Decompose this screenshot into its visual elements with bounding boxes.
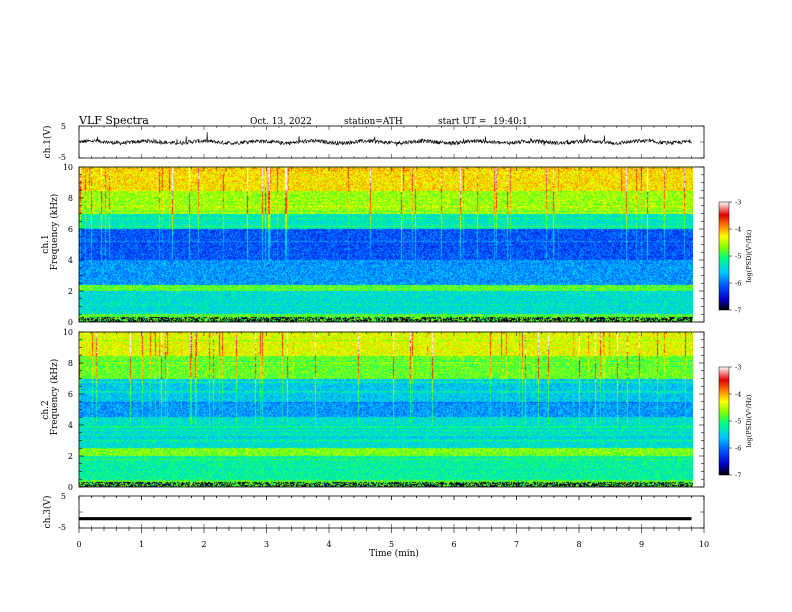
- ch1-colorbar-tick-label: -3: [735, 199, 741, 207]
- ch1-waveform-panel: 5 -5 ch.1(V): [42, 122, 705, 162]
- station-label: station=ATH: [344, 117, 403, 127]
- x-tick-label: 1: [139, 540, 144, 549]
- spec-ytick-label: 6: [68, 390, 73, 399]
- x-tick-label: 4: [326, 540, 331, 549]
- ch2-spectrogram-image: [79, 332, 693, 487]
- spec-ytick-label: 10: [63, 328, 73, 337]
- ch3-ytick-bottom: -5: [58, 523, 66, 532]
- ch2-colorbar-ramp: [718, 366, 730, 476]
- x-tick-label: 7: [514, 540, 519, 549]
- ch2-colorbar-label: log(PSD)(V²/Hz): [745, 394, 753, 447]
- spec-ytick-label: 0: [68, 483, 73, 492]
- ch3-ylabel: ch.3(V): [42, 496, 53, 529]
- x-tick-label: 10: [699, 540, 709, 549]
- x-tick-label: 3: [264, 540, 269, 549]
- x-tick-label: 6: [451, 540, 456, 549]
- ch1-spectrogram-channel-label: ch.1: [41, 234, 51, 253]
- ch1-spectrogram-ylabel: Frequency (kHz): [49, 194, 60, 271]
- spec-ytick-label: 4: [68, 421, 73, 430]
- spec-ytick-label: 4: [68, 256, 73, 265]
- time-axis: 0 1 2 3 4 5 6 7 8 9 10: [76, 496, 709, 549]
- spec-ytick-label: 8: [68, 359, 73, 368]
- ch3-waveform-ticks: [78, 495, 705, 529]
- ch2-spectrogram-ylabel: Frequency (kHz): [49, 359, 60, 436]
- ch1-ytick-top: 5: [61, 122, 66, 131]
- ch2-colorbar-tick-label: -6: [735, 445, 741, 453]
- figure-title: VLF Spectra: [78, 114, 149, 127]
- ch1-colorbar-tick-label: -5: [735, 253, 741, 261]
- ch3-waveform-frame: [78, 495, 705, 529]
- ch1-spectrogram-image: [79, 167, 693, 322]
- start-label: start UT =: [438, 117, 486, 127]
- ch2-colorbar-tick-label: -7: [735, 472, 741, 480]
- spec-ytick-label: 8: [68, 194, 73, 203]
- ch1-colorbar-label: log(PSD)(V²/Hz): [745, 229, 753, 282]
- x-tick-label: 8: [576, 540, 581, 549]
- x-tick-label: 2: [201, 540, 206, 549]
- ch1-colorbar-tick-label: -4: [735, 226, 741, 234]
- date-label: Oct. 13, 2022: [250, 117, 312, 127]
- ch2-colorbar-tick-label: -4: [735, 391, 741, 399]
- spec-ytick-label: 2: [68, 452, 73, 461]
- ch3-ytick-top: 5: [61, 492, 66, 501]
- x-tick-label: 5: [389, 540, 394, 549]
- start-time: 19:40:1: [493, 117, 528, 127]
- ch1-colorbar-tick-label: -7: [735, 307, 741, 315]
- ch1-waveform-ticks: [78, 125, 705, 159]
- ch1-ytick-bottom: -5: [58, 153, 66, 162]
- ch2-spectrogram-yticks: 0 2 4 6 8 10: [63, 328, 705, 492]
- spec-ytick-label: 2: [68, 287, 73, 296]
- x-tick-label: 0: [76, 540, 81, 549]
- ch1-spectrogram-yticks: 0 2 4 6 8 10: [63, 163, 705, 327]
- ch2-colorbar-tick-label: -3: [735, 364, 741, 372]
- x-tick-label: 9: [639, 540, 644, 549]
- ch2-colorbar: -3 -4 -5 -6 -7 log(PSD)(V²/Hz): [718, 364, 753, 480]
- ch1-ylabel: ch.1(V): [42, 126, 53, 159]
- spec-ytick-label: 6: [68, 225, 73, 234]
- ch1-spectrogram-panel: 0 2 4 6 8 10 ch.1 Frequency (kHz): [41, 163, 705, 327]
- spec-ytick-label: 0: [68, 318, 73, 327]
- spec-ytick-label: 10: [63, 163, 73, 172]
- ch1-colorbar-tick-label: -6: [735, 280, 741, 288]
- ch2-spectrogram-panel: 0 2 4 6 8 10 ch.2 Frequency (kHz): [41, 328, 705, 492]
- ch2-colorbar-tick-label: -5: [735, 418, 741, 426]
- ch1-colorbar-ramp: [718, 201, 730, 311]
- ch2-spectrogram-channel-label: ch.2: [41, 400, 51, 419]
- ch1-waveform-line: [79, 132, 692, 147]
- x-axis-label: Time (min): [369, 548, 419, 559]
- ch1-colorbar: -3 -4 -5 -6 -7 log(PSD)(V²/Hz): [718, 199, 753, 315]
